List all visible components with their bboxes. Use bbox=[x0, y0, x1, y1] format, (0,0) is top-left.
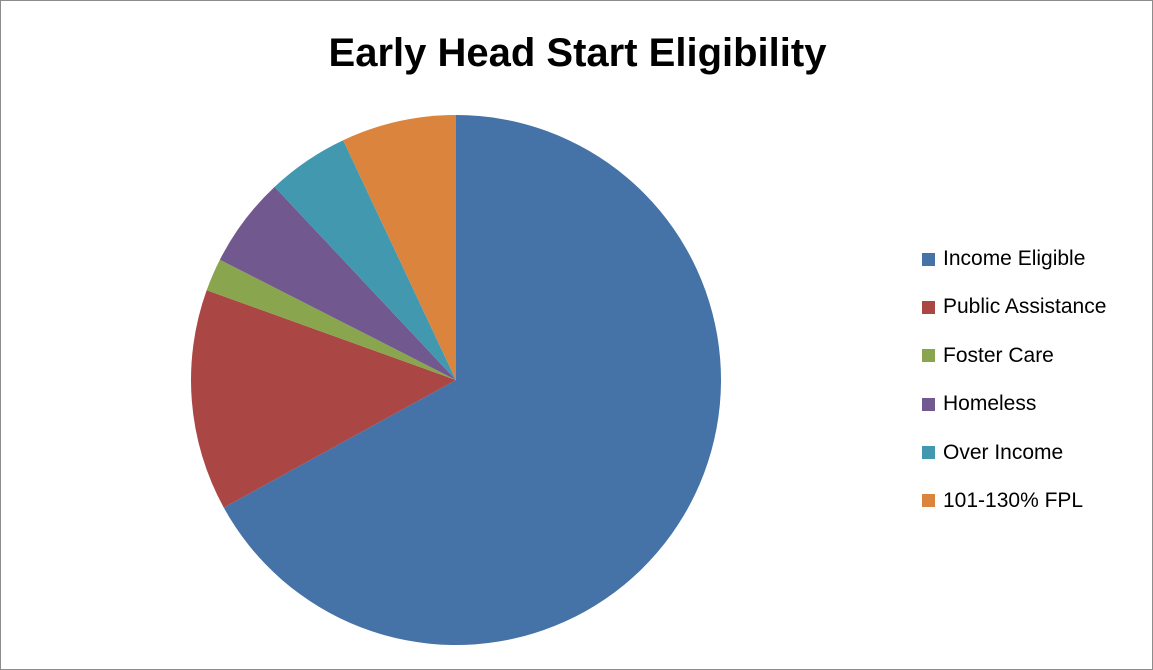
legend-swatch bbox=[922, 397, 935, 411]
pie-slice-over-income bbox=[274, 140, 456, 380]
legend: Income Eligible Public Assistance Foster C… bbox=[922, 247, 1106, 537]
legend-label: Over Income bbox=[943, 440, 1064, 464]
legend-item: Income Eligible bbox=[922, 247, 1106, 271]
legend-swatch bbox=[922, 494, 935, 508]
pie-slice-public-assistance bbox=[191, 290, 456, 508]
legend-label: Homeless bbox=[943, 392, 1037, 416]
legend-item: Foster Care bbox=[922, 344, 1106, 368]
legend-item: Homeless bbox=[922, 392, 1106, 416]
legend-swatch bbox=[922, 300, 935, 314]
legend-swatch bbox=[922, 349, 935, 363]
pie-slice-income-eligible bbox=[223, 115, 722, 645]
legend-label: Public Assistance bbox=[943, 295, 1107, 319]
legend-item: Over Income bbox=[922, 441, 1106, 465]
legend-label: Income Eligible bbox=[943, 247, 1086, 270]
pie-slice-homeless bbox=[219, 186, 456, 380]
legend-label: 101-130% FPL bbox=[943, 488, 1084, 512]
pie-slice-101-130-fpl bbox=[343, 115, 456, 380]
legend-item: Public Assistance bbox=[922, 295, 1106, 319]
pie-slices bbox=[191, 115, 722, 645]
legend-label: Foster Care bbox=[943, 343, 1054, 367]
chart-title: Early Head Start Eligibility bbox=[328, 31, 827, 75]
legend-swatch bbox=[922, 252, 935, 266]
pie-slice-foster-care bbox=[206, 259, 456, 380]
legend-swatch bbox=[922, 446, 935, 460]
legend-item: 101-130% FPL bbox=[922, 489, 1106, 513]
